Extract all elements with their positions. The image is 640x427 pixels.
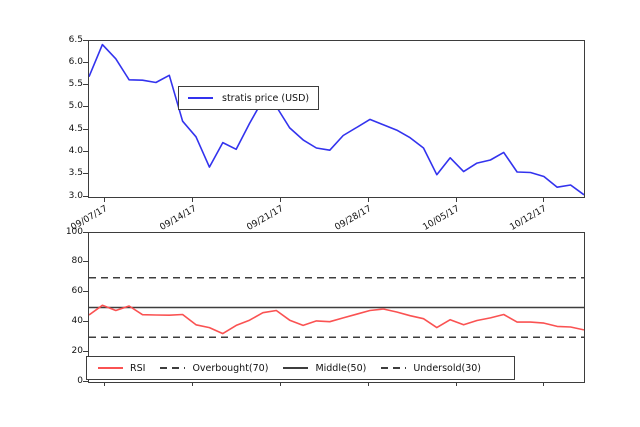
legend-item-label: Undersold(30) xyxy=(413,362,482,374)
legend-item: Middle(50) xyxy=(283,363,366,374)
rsi-ytick-label: 80 xyxy=(71,256,83,267)
price-ytick-label: 5.0 xyxy=(68,101,83,112)
rsi-ytick-mark xyxy=(83,350,88,352)
middle-line-legend-sample-icon xyxy=(283,367,309,369)
legend-item-label: Overbought(70) xyxy=(192,362,269,374)
price-chart: stratis price (USD) xyxy=(88,40,585,198)
rsi-ytick-mark xyxy=(83,261,88,263)
rsi-legend: RSI Overbought(70) Middle(50) Undersold(30) xyxy=(86,356,515,380)
rsi-ytick-mark xyxy=(83,291,88,293)
rsi-xtick-mark xyxy=(455,382,457,386)
rsi-xtick-mark xyxy=(280,382,282,386)
price-ytick-mark xyxy=(83,173,88,175)
overbought-line-legend-sample-icon xyxy=(160,367,186,369)
rsi-xtick-mark xyxy=(192,382,194,386)
undersold-line-legend-sample-icon xyxy=(381,367,407,369)
price-xtick-mark xyxy=(280,197,282,202)
rsi-xtick-mark xyxy=(104,382,106,386)
rsi-ytick-label: 20 xyxy=(71,345,83,356)
price-legend-label: stratis price (USD) xyxy=(222,92,310,104)
data-line xyxy=(89,43,584,196)
price-ytick-mark xyxy=(83,84,88,86)
rsi-xtick-mark xyxy=(368,382,370,386)
price-ytick-mark xyxy=(83,195,88,197)
price-xtick-label: 09/07/17 xyxy=(69,204,110,233)
price-ytick-label: 6.5 xyxy=(68,34,83,45)
legend-item: Undersold(30) xyxy=(381,363,481,374)
price-xtick-label: 09/14/17 xyxy=(157,204,198,233)
rsi-xtick-mark xyxy=(543,382,545,386)
rsi-line-plot xyxy=(89,276,584,339)
rsi-line-legend-sample-icon xyxy=(98,367,123,369)
rsi-ytick-label: 40 xyxy=(71,315,83,326)
price-ytick-label: 3.5 xyxy=(68,168,83,179)
price-ytick-label: 3.0 xyxy=(68,190,83,201)
legend-item: Overbought(70) xyxy=(160,363,268,374)
price-xtick-label: 09/21/17 xyxy=(245,204,286,233)
price-line-legend-sample-icon xyxy=(188,97,213,99)
price-legend: stratis price (USD) xyxy=(178,86,320,110)
price-xtick-label: 09/28/17 xyxy=(333,204,374,233)
rsi-ytick-label: 100 xyxy=(65,226,83,237)
rsi-chart xyxy=(88,232,585,383)
rsi-ytick-mark xyxy=(83,380,88,382)
price-ytick-mark xyxy=(83,61,88,63)
price-ytick-label: 6.0 xyxy=(68,56,83,67)
price-line-plot xyxy=(89,43,584,196)
legend-item: RSI xyxy=(98,363,145,374)
rsi-ytick-label: 0 xyxy=(77,375,83,386)
price-xtick-mark xyxy=(192,197,194,202)
price-xtick-mark xyxy=(368,197,370,202)
price-ytick-label: 4.5 xyxy=(68,123,83,134)
price-xtick-mark xyxy=(543,197,545,202)
price-ytick-mark xyxy=(83,39,88,41)
price-xtick-mark xyxy=(455,197,457,202)
price-xtick-label: 10/12/17 xyxy=(508,204,549,233)
rsi-ytick-mark xyxy=(83,320,88,322)
price-ytick-mark xyxy=(83,106,88,108)
price-ytick-mark xyxy=(83,150,88,152)
price-xtick-mark xyxy=(104,197,106,202)
price-ytick-label: 4.0 xyxy=(68,145,83,156)
price-ytick-mark xyxy=(83,128,88,130)
price-ytick-label: 5.5 xyxy=(68,79,83,90)
rsi-ytick-mark xyxy=(83,231,88,233)
legend-item-label: RSI xyxy=(130,362,146,374)
legend-item-label: Middle(50) xyxy=(315,362,367,374)
rsi-ytick-label: 60 xyxy=(71,286,83,297)
data-line xyxy=(89,304,584,335)
price-xtick-label: 10/05/17 xyxy=(421,204,462,233)
